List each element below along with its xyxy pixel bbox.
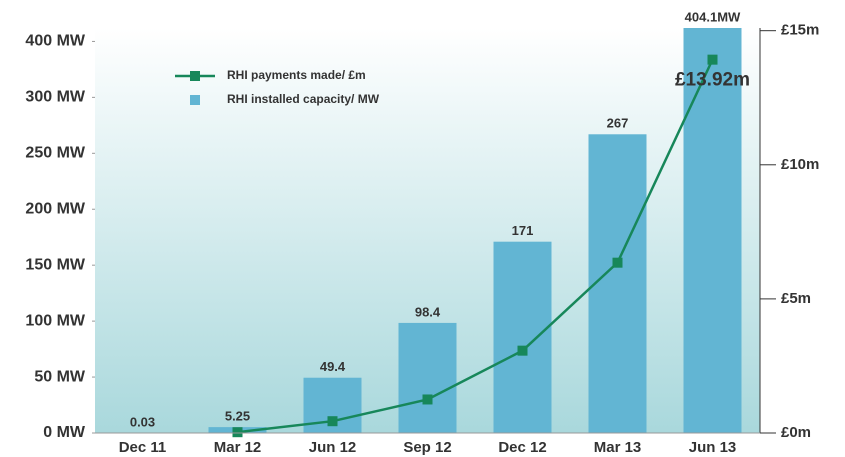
x-tick-label: Jun 12 [309, 439, 357, 456]
legend-swatch [190, 95, 200, 105]
bar-value-label: 267 [607, 116, 629, 131]
x-tick-label: Dec 11 [119, 439, 167, 456]
bar-value-label: 5.25 [225, 409, 250, 424]
y2-tick-label: £15m [781, 22, 819, 39]
y2-tick-label: £5m [781, 290, 811, 307]
y2-tick-label: £0m [781, 424, 811, 441]
legend-label: RHI payments made/ £m [227, 68, 366, 82]
y-tick-label: 150 MW [25, 256, 85, 273]
bar-value-label: 171 [512, 223, 534, 238]
x-tick-label: Sep 12 [403, 439, 451, 456]
y-tick-label: 400 MW [25, 33, 85, 50]
line-marker [517, 345, 528, 356]
line-marker [232, 427, 243, 438]
y-tick-label: 50 MW [34, 368, 86, 385]
x-tick-label: Jun 13 [689, 439, 737, 456]
bar [683, 28, 742, 434]
line-marker [612, 257, 623, 268]
y-tick-label: 250 MW [25, 145, 85, 162]
x-tick-label: Mar 13 [594, 439, 642, 456]
y-tick-label: 200 MW [25, 200, 85, 217]
line-value-label: £13.92m [675, 70, 750, 91]
bar-value-label: 98.4 [415, 304, 441, 319]
y2-tick-label: £10m [781, 156, 819, 173]
bar [398, 322, 457, 433]
bar [588, 134, 647, 433]
line-marker [422, 394, 433, 405]
bar [493, 241, 552, 433]
bar-value-label: 0.03 [130, 414, 155, 429]
bar-value-label: 404.1MW [685, 9, 741, 24]
line [237, 59, 714, 434]
y-tick-label: 0 MW [43, 424, 86, 441]
x-tick-label: Mar 12 [214, 439, 262, 456]
bar-value-label: 49.4 [320, 359, 346, 374]
legend-marker [190, 71, 200, 81]
y-tick-label: 100 MW [25, 312, 85, 329]
line-marker [327, 416, 338, 427]
line-marker [707, 54, 718, 65]
x-tick-label: Dec 12 [498, 439, 546, 456]
legend-label: RHI installed capacity/ MW [227, 92, 380, 106]
y-tick-label: 300 MW [25, 89, 85, 106]
